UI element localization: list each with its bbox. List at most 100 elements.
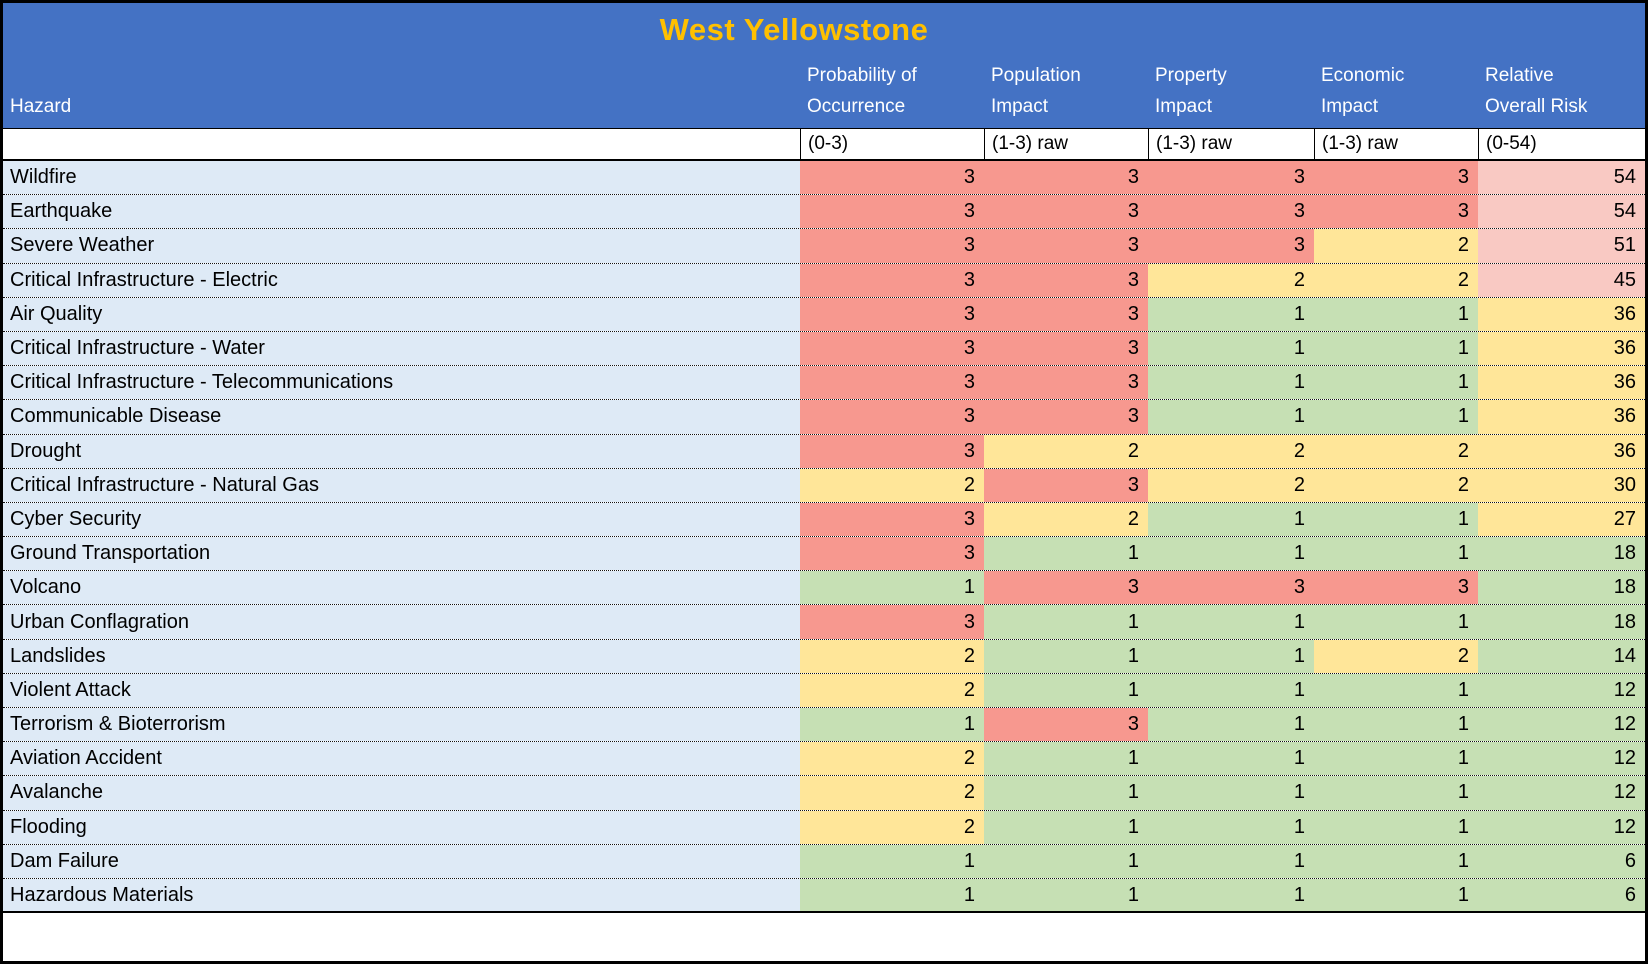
hazard-name-cell: Flooding — [3, 810, 800, 844]
property-impact-cell: 1 — [1148, 537, 1314, 571]
overall-risk-cell: 12 — [1478, 673, 1645, 707]
table-row: Critical Infrastructure - Telecommunicat… — [3, 366, 1645, 401]
hazard-name-cell: Hazardous Materials — [3, 878, 800, 912]
header-line: Population — [991, 65, 1081, 86]
overall-risk-cell: 51 — [1478, 229, 1645, 263]
economic-impact-cell: 1 — [1314, 878, 1478, 912]
table-row: Landslides 2 1 1 2 14 — [3, 639, 1645, 674]
hazard-name-cell: Drought — [3, 434, 800, 468]
hazard-name-cell: Critical Infrastructure - Natural Gas — [3, 468, 800, 502]
probability-cell: 3 — [800, 263, 984, 297]
probability-cell: 3 — [800, 331, 984, 366]
population-impact-cell: 2 — [984, 502, 1148, 537]
economic-impact-cell: 2 — [1314, 468, 1478, 502]
table-row: Terrorism & Bioterrorism 1 3 1 1 12 — [3, 708, 1645, 743]
hazard-name-cell: Wildfire — [3, 161, 800, 195]
hazard-name-cell: Critical Infrastructure - Electric — [3, 263, 800, 297]
hazard-name-cell: Avalanche — [3, 776, 800, 810]
table-row: Wildfire 3 3 3 3 54 — [3, 161, 1645, 196]
overall-risk-cell: 36 — [1478, 297, 1645, 331]
overall-risk-cell: 36 — [1478, 400, 1645, 434]
overall-risk-cell: 27 — [1478, 502, 1645, 537]
property-impact-cell: 1 — [1148, 742, 1314, 776]
header-line: Economic — [1321, 65, 1405, 86]
economic-impact-cell: 1 — [1314, 331, 1478, 366]
economic-impact-cell: 1 — [1314, 297, 1478, 331]
overall-risk-cell: 18 — [1478, 605, 1645, 639]
economic-impact-cell: 1 — [1314, 502, 1478, 537]
hazard-name-cell: Aviation Accident — [3, 742, 800, 776]
hazard-name-cell: Critical Infrastructure - Telecommunicat… — [3, 366, 800, 400]
table-row: Ground Transportation 3 1 1 1 18 — [3, 537, 1645, 572]
header-line: Impact — [1155, 96, 1213, 117]
overall-risk-cell: 12 — [1478, 742, 1645, 776]
population-impact-cell: 1 — [984, 605, 1148, 639]
page-title: West Yellowstone — [659, 11, 929, 47]
probability-cell: 3 — [800, 537, 984, 571]
property-impact-column-header: Property Impact — [1148, 56, 1314, 128]
overall-risk-cell: 54 — [1478, 195, 1645, 229]
header-line: Overall Risk — [1485, 96, 1588, 117]
overall-risk-cell: 30 — [1478, 468, 1645, 502]
economic-impact-cell: 1 — [1314, 605, 1478, 639]
population-range-cell: (1-3) raw — [984, 129, 1148, 159]
overall-risk-cell: 6 — [1478, 878, 1645, 912]
property-impact-cell: 1 — [1148, 366, 1314, 400]
table-row: Avalanche 2 1 1 1 12 — [3, 776, 1645, 811]
overall-risk-cell: 18 — [1478, 537, 1645, 571]
property-impact-cell: 1 — [1148, 331, 1314, 366]
probability-cell: 2 — [800, 673, 984, 707]
probability-cell: 1 — [800, 708, 984, 742]
title-row: West Yellowstone — [3, 3, 1645, 56]
bottom-filler — [3, 913, 1645, 961]
hazard-column-header: Hazard — [3, 56, 800, 128]
probability-cell: 3 — [800, 195, 984, 229]
property-impact-cell: 2 — [1148, 263, 1314, 297]
population-impact-cell: 3 — [984, 297, 1148, 331]
property-impact-cell: 1 — [1148, 673, 1314, 707]
probability-cell: 1 — [800, 878, 984, 912]
table-row: Cyber Security 3 2 1 1 27 — [3, 502, 1645, 538]
hazard-name-cell: Severe Weather — [3, 229, 800, 263]
population-impact-cell: 1 — [984, 810, 1148, 844]
overall-risk-cell: 6 — [1478, 844, 1645, 878]
population-impact-cell: 3 — [984, 708, 1148, 742]
property-impact-cell: 3 — [1148, 195, 1314, 229]
economic-impact-cell: 2 — [1314, 263, 1478, 297]
property-impact-cell: 3 — [1148, 161, 1314, 195]
economic-impact-cell: 3 — [1314, 161, 1478, 195]
probability-cell: 3 — [800, 366, 984, 400]
economic-range-cell: (1-3) raw — [1314, 129, 1478, 159]
property-impact-cell: 3 — [1148, 571, 1314, 605]
probability-cell: 3 — [800, 161, 984, 195]
table-row: Critical Infrastructure - Water 3 3 1 1 36 — [3, 331, 1645, 367]
table-row: Volcano 1 3 3 3 18 — [3, 571, 1645, 606]
table-row: Urban Conflagration 3 1 1 1 18 — [3, 605, 1645, 640]
economic-impact-cell: 1 — [1314, 537, 1478, 571]
overall-risk-cell: 14 — [1478, 639, 1645, 673]
population-impact-cell: 3 — [984, 400, 1148, 434]
economic-impact-cell: 2 — [1314, 229, 1478, 263]
property-impact-cell: 1 — [1148, 776, 1314, 810]
probability-cell: 2 — [800, 742, 984, 776]
overall-risk-cell: 54 — [1478, 161, 1645, 195]
table-row: Aviation Accident 2 1 1 1 12 — [3, 742, 1645, 777]
population-impact-cell: 3 — [984, 229, 1148, 263]
population-impact-cell: 3 — [984, 161, 1148, 195]
population-impact-column-header: Population Impact — [984, 56, 1148, 128]
table-row: Critical Infrastructure - Natural Gas 2 3 2… — [3, 468, 1645, 503]
range-subheader-row: (0-3) (1-3) raw (1-3) raw (1-3) raw (0-5… — [3, 129, 1645, 161]
property-impact-cell: 1 — [1148, 639, 1314, 673]
probability-cell: 3 — [800, 502, 984, 537]
overall-risk-cell: 12 — [1478, 708, 1645, 742]
property-impact-cell: 2 — [1148, 434, 1314, 468]
probability-cell: 3 — [800, 605, 984, 639]
hazard-header-label: Hazard — [10, 96, 72, 117]
probability-cell: 1 — [800, 844, 984, 878]
economic-impact-cell: 1 — [1314, 844, 1478, 878]
economic-impact-cell: 1 — [1314, 776, 1478, 810]
table-row: Air Quality 3 3 1 1 36 — [3, 297, 1645, 332]
table-row: Drought 3 2 2 2 36 — [3, 434, 1645, 469]
population-impact-cell: 3 — [984, 366, 1148, 400]
